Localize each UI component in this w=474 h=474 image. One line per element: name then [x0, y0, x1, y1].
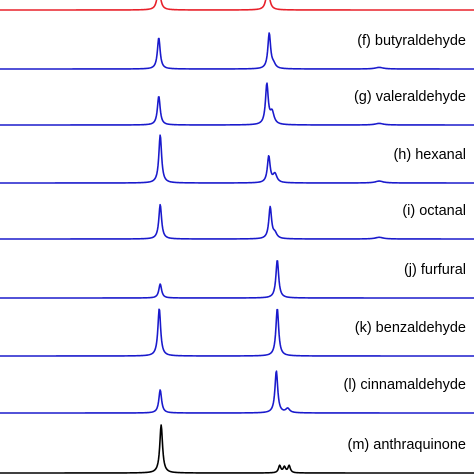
- spectrum-line-l-cinnamaldehyde: [0, 370, 474, 414]
- series-label-i-octanal: (i) octanal: [402, 203, 466, 219]
- spectrum-line-h-hexanal: [0, 134, 474, 184]
- spectrum-line-top: [0, 0, 474, 11]
- spectrum-line-m-anthraquinone: [0, 424, 474, 474]
- spectrum-line-g-valeraldehyde: [0, 82, 474, 126]
- spectrum-line-j-furfural: [0, 260, 474, 299]
- series-label-g-valeraldehyde: (g) valeraldehyde: [354, 89, 466, 105]
- series-label-l-cinnamaldehyde: (l) cinnamaldehyde: [343, 377, 466, 393]
- spectrum-line-k-benzaldehyde: [0, 308, 474, 357]
- series-label-j-furfural: (j) furfural: [404, 262, 466, 278]
- series-label-f-butyraldehyde: (f) butyraldehyde: [357, 33, 466, 49]
- series-label-h-hexanal: (h) hexanal: [393, 147, 466, 163]
- spectrum-line-f-butyraldehyde: [0, 32, 474, 70]
- spectrum-line-i-octanal: [0, 203, 474, 240]
- series-label-k-benzaldehyde: (k) benzaldehyde: [355, 320, 466, 336]
- series-label-m-anthraquinone: (m) anthraquinone: [348, 437, 467, 453]
